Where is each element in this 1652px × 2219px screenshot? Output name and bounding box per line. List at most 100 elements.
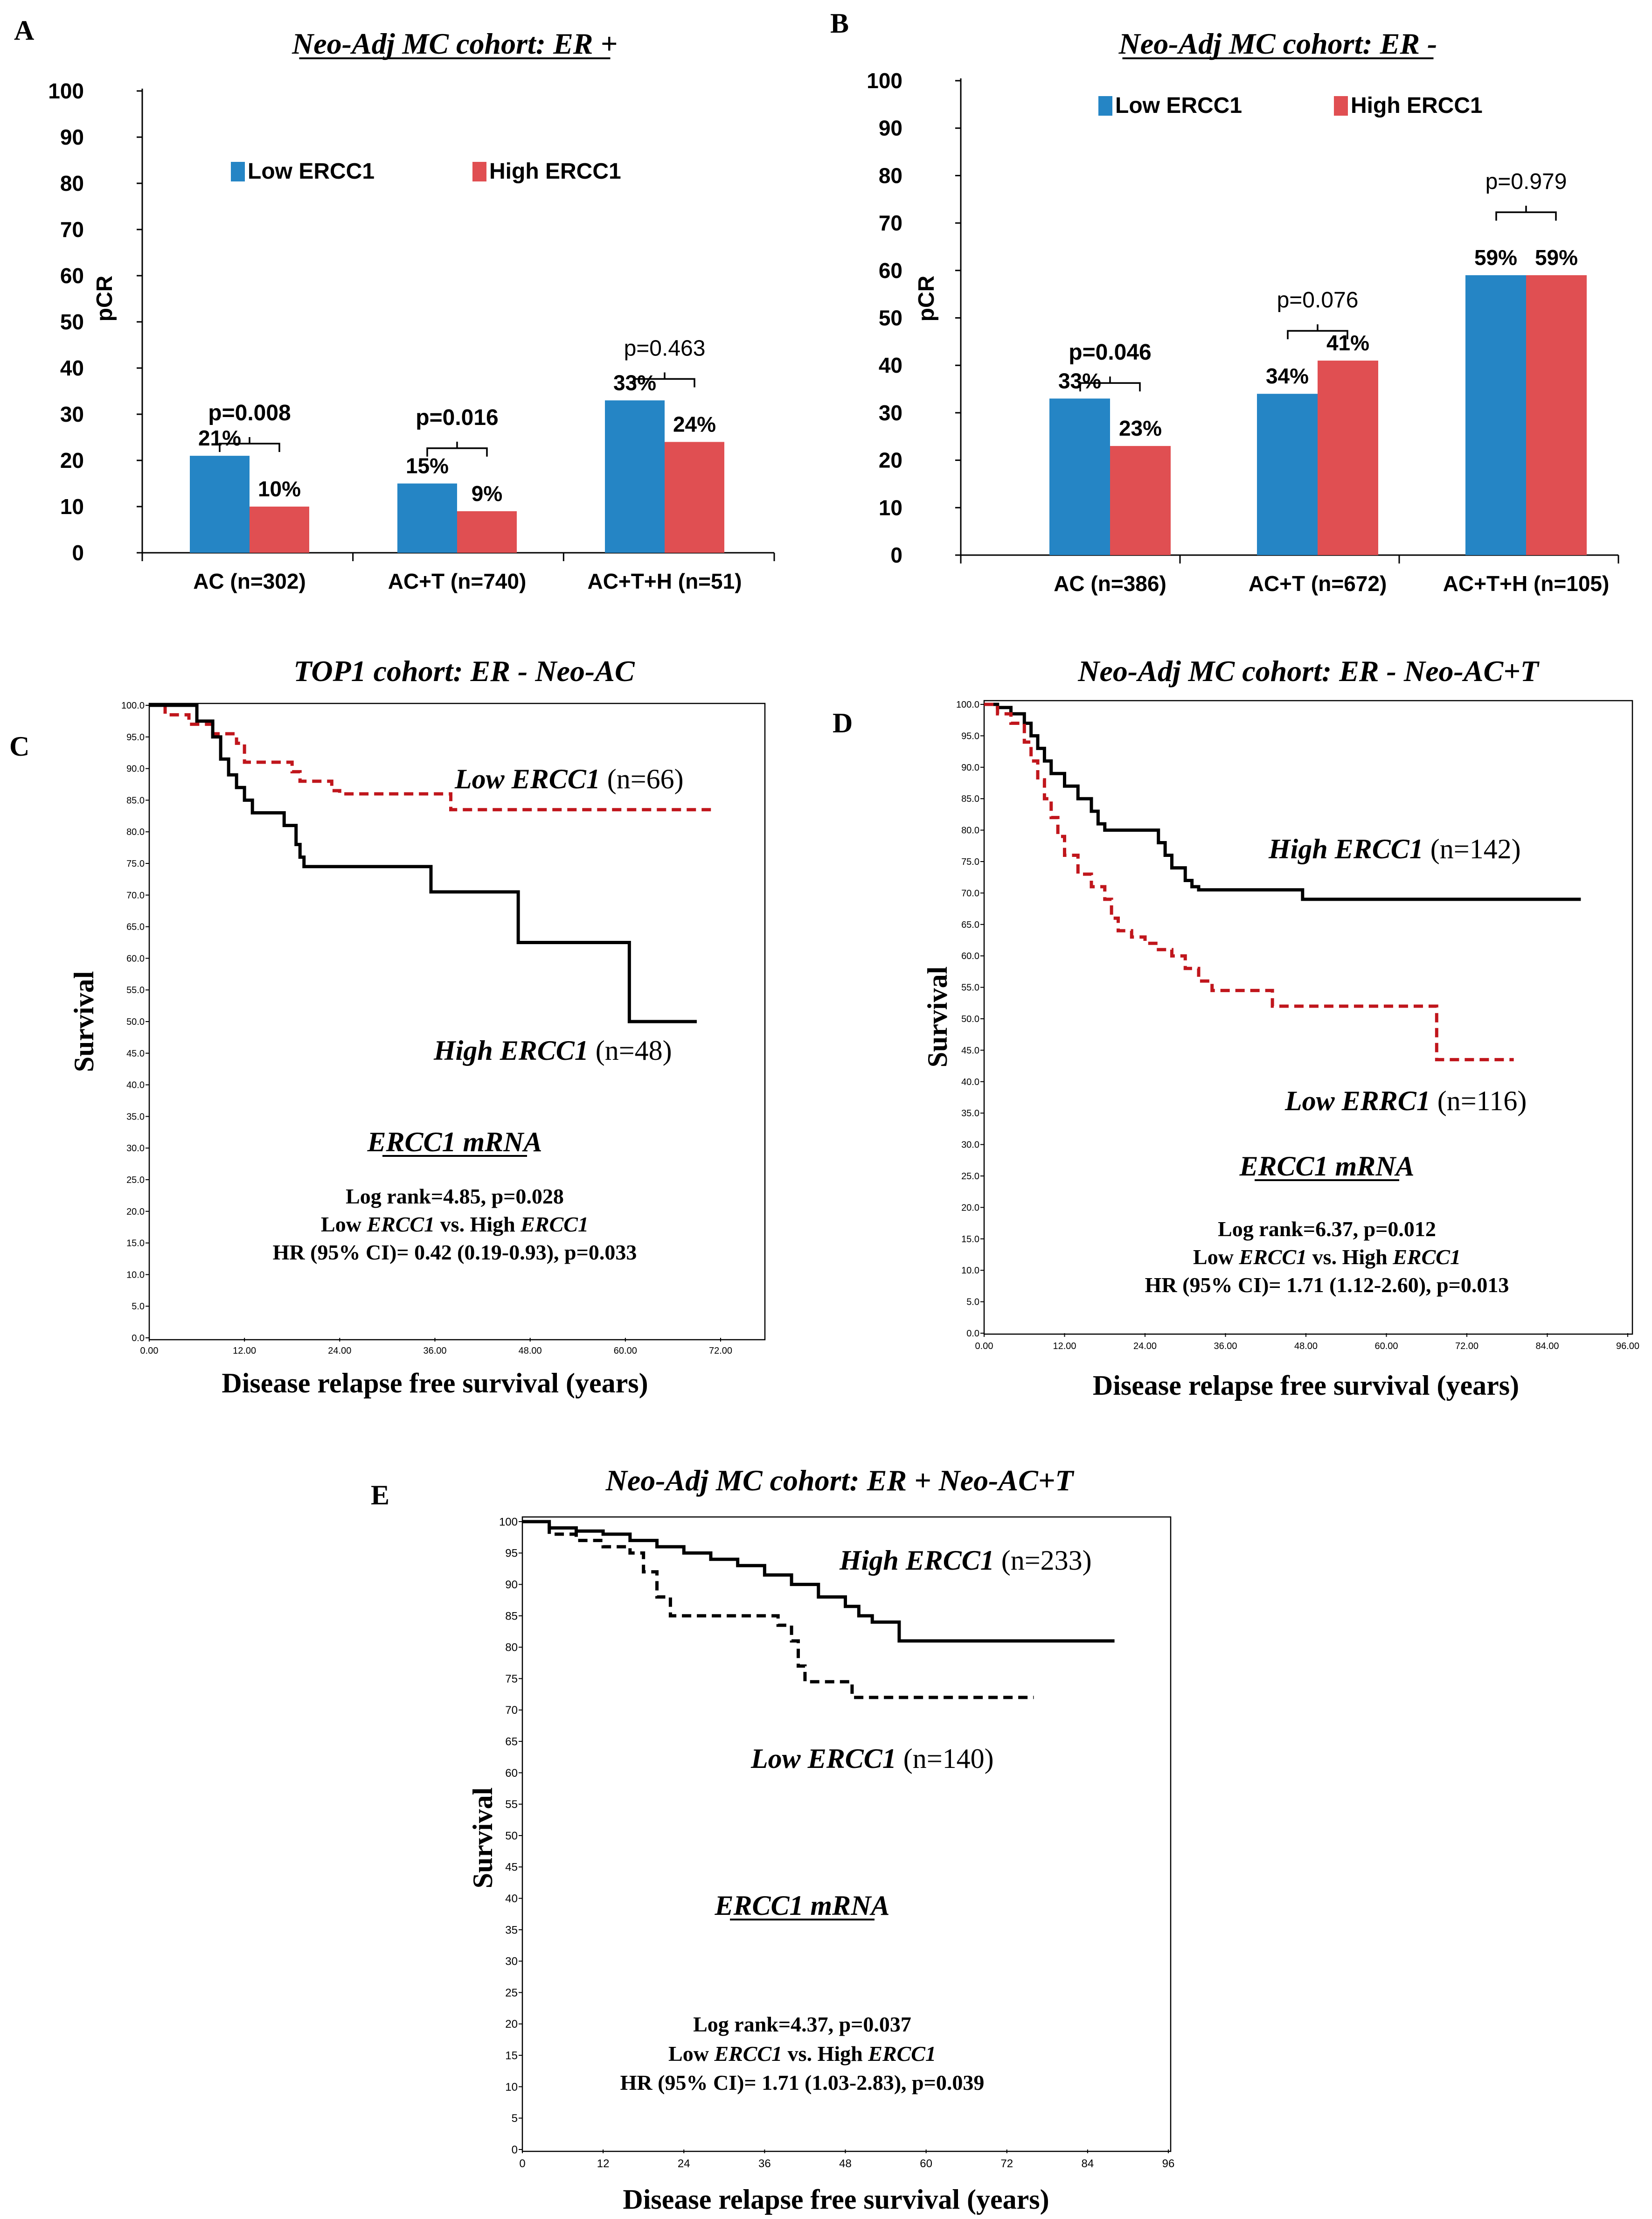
pvalue-bracket (1079, 376, 1141, 392)
y-tick-label: 0 (72, 541, 84, 565)
panel-label: D (833, 708, 853, 738)
stats-comparison: Low ERCC1 vs. High ERCC1 (321, 1212, 589, 1236)
y-tick-label: 45.0 (961, 1045, 979, 1056)
x-tick-label: 48.00 (1294, 1341, 1318, 1351)
pvalue-label: p=0.046 (1069, 340, 1151, 365)
y-tick-label: 75.0 (126, 859, 145, 869)
y-tick-label: 55 (505, 1798, 518, 1811)
x-tick-label: 60.00 (614, 1346, 637, 1356)
y-tick-label: 35 (505, 1924, 518, 1936)
panel-label: A (14, 15, 34, 46)
x-tick-label: 24.00 (328, 1346, 351, 1356)
chart-title: Neo-Adj MC cohort: ER + (292, 27, 618, 60)
x-axis-label: Disease relapse free survival (years) (1093, 1370, 1519, 1401)
bar (1110, 446, 1171, 555)
x-tick-label: 36 (758, 2157, 771, 2170)
stats-low: Low (321, 1212, 367, 1236)
bar (1465, 275, 1526, 555)
y-tick-label: 30 (879, 401, 902, 425)
pvalue-label: p=0.463 (624, 336, 706, 361)
bar (1049, 398, 1110, 555)
chart-title: Neo-Adj MC cohort: ER - (1118, 27, 1437, 60)
y-tick-label: 80.0 (961, 826, 979, 836)
series-n: (n=233) (994, 1545, 1092, 1576)
y-tick-label: 10 (879, 495, 902, 520)
x-tick-label: 0.00 (140, 1346, 159, 1356)
x-axis-label: Disease relapse free survival (years) (623, 2184, 1049, 2215)
y-tick-label: 70 (505, 1704, 518, 1717)
stats-comparison: Low ERCC1 vs. High ERCC1 (1193, 1245, 1461, 1269)
plot-frame (983, 700, 1633, 1335)
y-tick-label: 80 (60, 171, 84, 195)
series-name: High ERCC1 (433, 1035, 589, 1066)
y-tick-label: 40.0 (961, 1077, 979, 1087)
y-tick-label: 20 (879, 448, 902, 473)
y-tick-label: 10.0 (961, 1266, 979, 1276)
y-tick-label: 20.0 (126, 1207, 145, 1217)
y-tick-label: 60.0 (961, 951, 979, 961)
pvalue-bracket (1287, 324, 1348, 340)
x-tick-label: 48.00 (519, 1346, 542, 1356)
y-tick-label: 50.0 (126, 1017, 145, 1027)
y-tick-label: 0 (512, 2143, 518, 2156)
stats-logrank: Log rank=6.37, p=0.012 (1218, 1217, 1436, 1241)
chart-title: Neo-Adj MC cohort: ER - Neo-AC+T (1077, 654, 1540, 688)
legend-swatch (231, 162, 245, 181)
y-tick-label: 40 (505, 1892, 518, 1905)
bar (190, 456, 250, 553)
y-tick-label: 65 (505, 1736, 518, 1748)
stats-hr: HR (95% CI)= 1.71 (1.12-2.60), p=0.013 (1145, 1273, 1509, 1297)
y-tick-label: 95.0 (961, 731, 979, 741)
y-tick-label: 70.0 (126, 890, 145, 901)
y-tick-label: 10.0 (126, 1270, 145, 1280)
y-tick-label: 10 (60, 494, 84, 519)
y-tick-label: 50 (60, 310, 84, 334)
y-tick-label: 20.0 (961, 1203, 979, 1213)
survival-curve (149, 703, 713, 812)
y-tick-label: 90.0 (126, 764, 145, 774)
y-axis-label: pCR (914, 276, 939, 322)
x-tick-label: 0.00 (975, 1341, 993, 1351)
y-tick-label: 50.0 (961, 1014, 979, 1024)
y-axis-label: Survival (922, 967, 953, 1068)
x-tick-label: 12 (597, 2157, 610, 2170)
y-tick-label: 20 (60, 448, 84, 473)
series-label: Low ERCC1 (n=140) (750, 1743, 994, 1774)
bar (665, 442, 724, 553)
x-tick-label: AC+T (n=740) (388, 569, 527, 593)
y-tick-label: 40 (60, 356, 84, 380)
series-label: High ERCC1 (n=142) (1268, 834, 1521, 864)
y-tick-label: 40 (879, 353, 902, 377)
pvalue-bracket (219, 437, 280, 452)
x-tick-label: AC (n=386) (1054, 571, 1166, 596)
y-tick-label: 70 (879, 211, 902, 235)
series-name: Low ERCC1 (750, 1743, 896, 1774)
legend-swatch (1098, 96, 1112, 116)
y-tick-label: 0.0 (966, 1329, 979, 1339)
panel-label: E (371, 1480, 389, 1510)
panel-label: C (9, 731, 29, 762)
series-n: (n=116) (1430, 1085, 1527, 1116)
survival-curve (149, 703, 697, 1023)
y-axis-label: pCR (92, 276, 117, 322)
series-name: Low ERCC1 (454, 764, 600, 794)
pvalue-bracket (426, 441, 488, 457)
x-tick-label: AC+T (n=672) (1249, 571, 1387, 596)
y-tick-label: 25 (505, 1987, 518, 1999)
stats-gene: ERCC1 (1238, 1245, 1307, 1269)
y-tick-label: 30.0 (126, 1143, 145, 1154)
bar-value-label: 23% (1119, 416, 1162, 440)
x-tick-label: 24 (678, 2157, 690, 2170)
survival-curve (984, 703, 1514, 1062)
y-tick-label: 100.0 (956, 700, 979, 710)
stats-hr: HR (95% CI)= 0.42 (0.19-0.93), p=0.033 (273, 1240, 637, 1264)
y-tick-label: 80 (879, 163, 902, 188)
stats-low: Low (1193, 1245, 1239, 1269)
y-tick-label: 5 (512, 2112, 518, 2125)
stats-gene: ERCC1 (1392, 1245, 1461, 1269)
panel-d-survival-chart: D Neo-Adj MC cohort: ER - Neo-AC+T 0.0 5.0 1… (833, 654, 1639, 1401)
bar-value-label: 59% (1535, 245, 1578, 270)
y-tick-label: 90.0 (961, 763, 979, 773)
y-tick-label: 85.0 (961, 794, 979, 804)
y-tick-label: 15.0 (961, 1234, 979, 1245)
